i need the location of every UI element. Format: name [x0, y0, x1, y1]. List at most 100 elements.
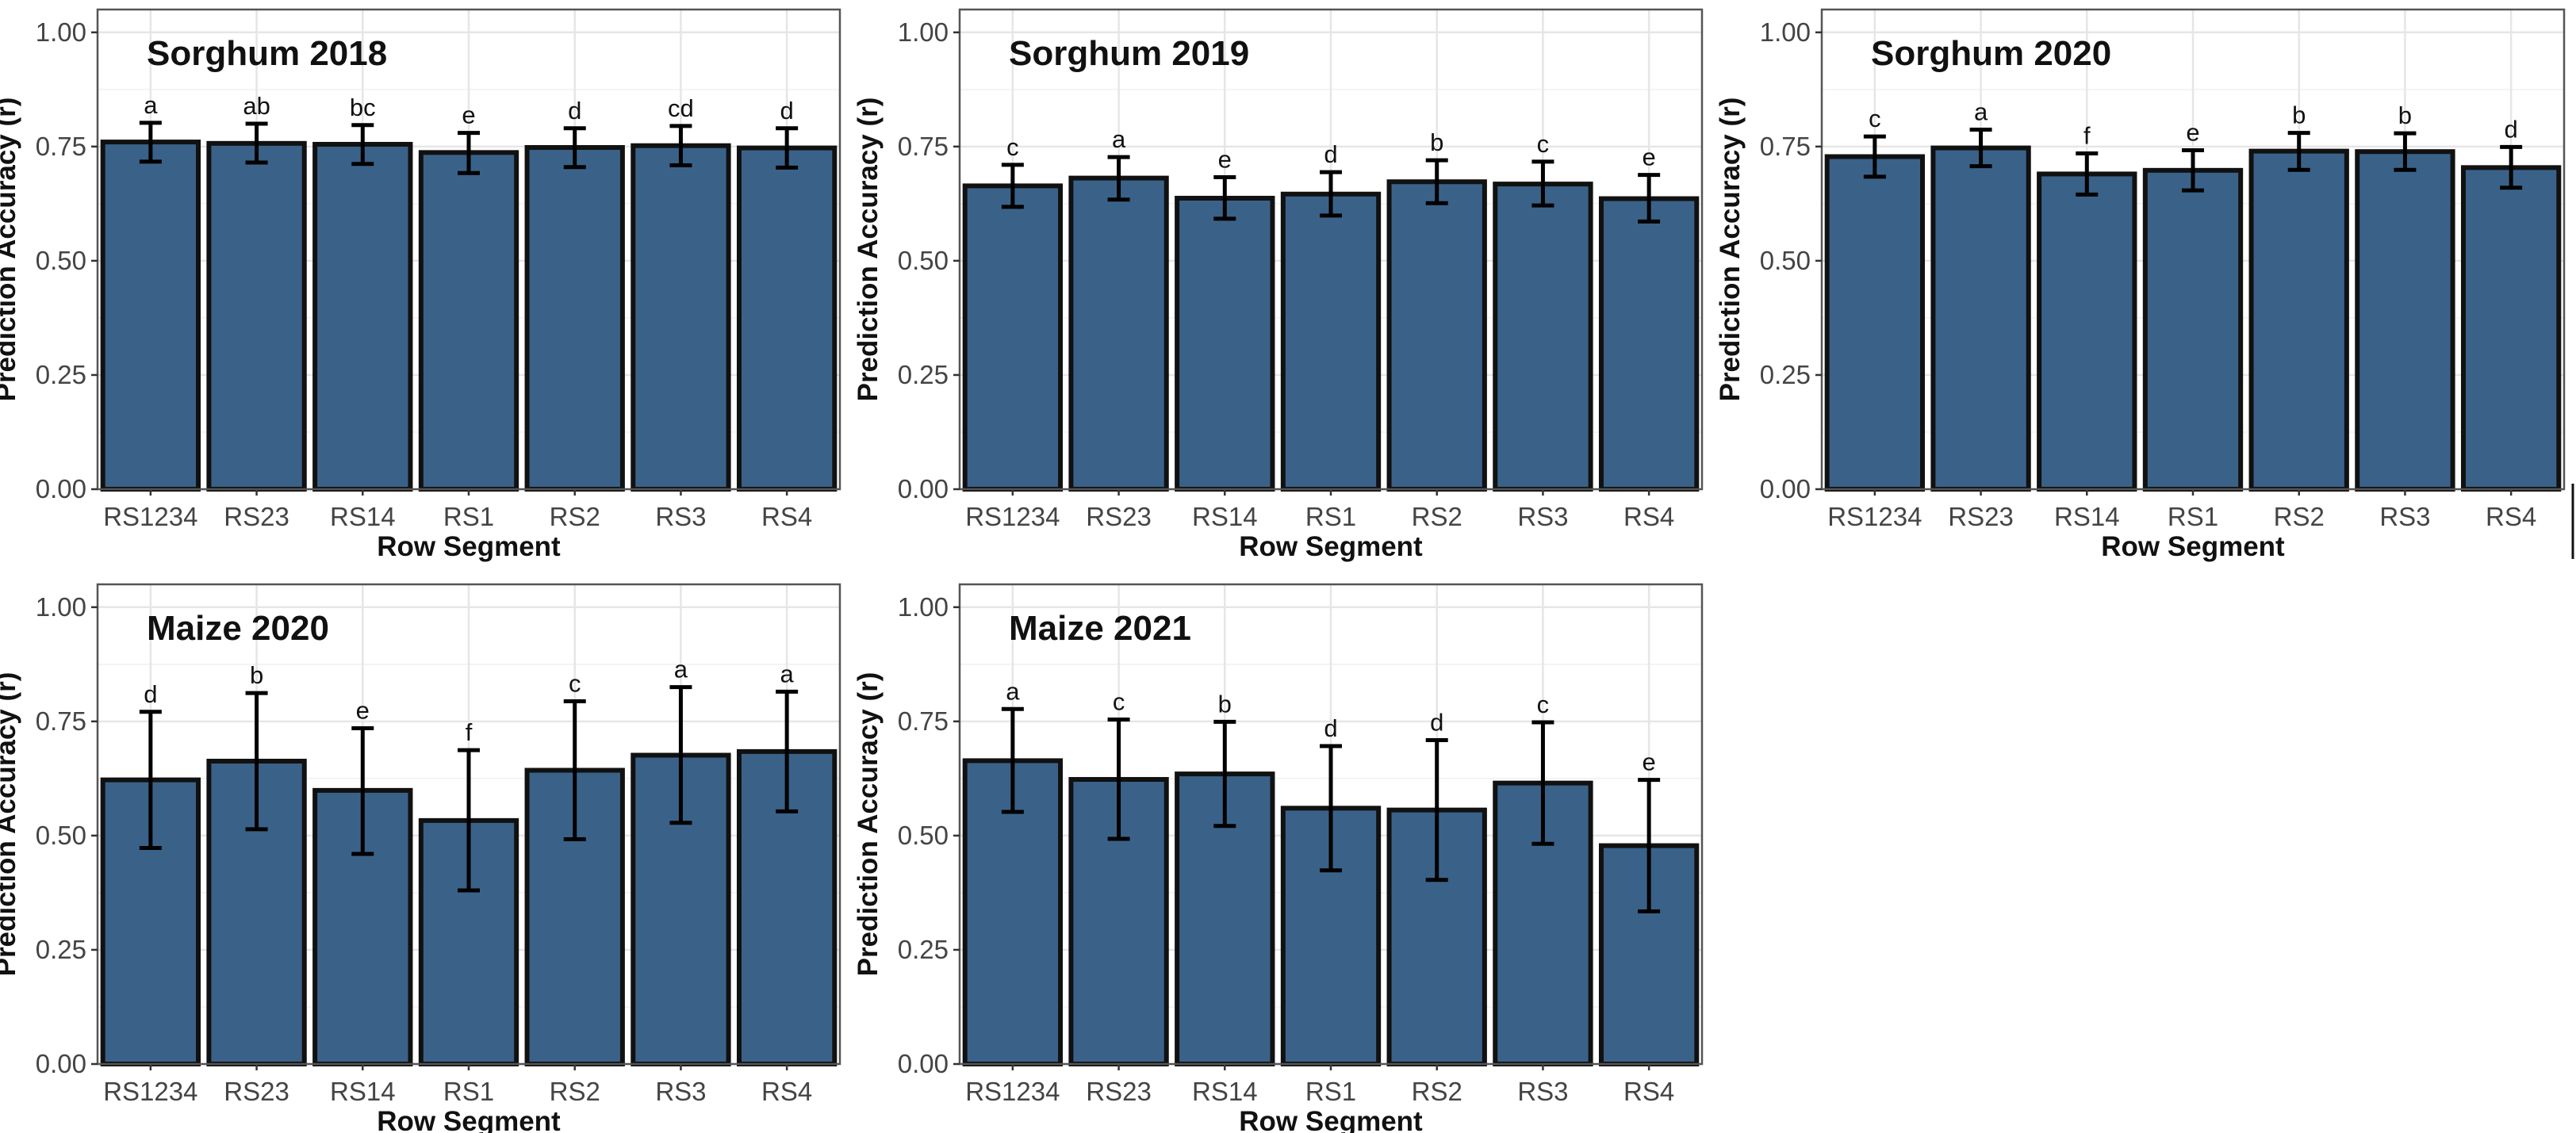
bar-rs4 — [2460, 165, 2562, 492]
x-axis-label: Row Segment — [2101, 531, 2285, 562]
y-tick-label: 0.75 — [36, 706, 86, 736]
x-tick-label: RS2 — [2274, 502, 2325, 531]
bar-rs1 — [1280, 191, 1382, 492]
x-axis-label: Row Segment — [377, 531, 561, 562]
y-tick-label: 0.50 — [36, 246, 86, 275]
x-tick-label: RS1 — [2168, 502, 2218, 531]
y-tick-label: 0.00 — [1760, 474, 1811, 503]
x-tick-label: RS1234 — [965, 1077, 1060, 1106]
y-tick-label: 0.25 — [36, 360, 86, 389]
chart-panel-3: c RS1234 a RS23 f RS14 e RS1 b RS2 b RS3 d RS4 0.00 0.2… — [1715, 8, 2566, 562]
bar-rs23 — [206, 140, 307, 492]
bar-rs14 — [1175, 195, 1275, 492]
significance-label: b — [250, 661, 263, 689]
bar-rs1234 — [1824, 154, 1926, 492]
y-tick-label: 1.00 — [1760, 17, 1811, 47]
significance-label: a — [1974, 98, 1988, 126]
significance-label: e — [1643, 748, 1656, 776]
y-tick-label: 0.00 — [898, 1049, 949, 1078]
x-tick-label: RS23 — [224, 502, 289, 531]
x-tick-label: RS2 — [550, 1077, 600, 1106]
chart-panel-1: a RS1234 ab RS23 bc RS14 e RS1 d RS2 cd RS3 d RS4 0.00… — [0, 8, 841, 562]
y-tick-label: 0.75 — [898, 132, 949, 161]
significance-label: a — [1006, 677, 1020, 705]
error-bar-rs4 — [776, 689, 799, 813]
x-tick-label: RS23 — [1086, 1077, 1152, 1106]
y-tick-label: 0.75 — [898, 706, 949, 736]
error-bar-rs1234 — [139, 121, 162, 164]
x-tick-label: RS1234 — [103, 502, 197, 531]
error-bar-rs14 — [351, 123, 374, 167]
significance-label: c — [1006, 133, 1019, 161]
y-tick-label: 0.50 — [898, 246, 949, 275]
x-tick-label: RS14 — [330, 1077, 396, 1106]
bar-rs2 — [1386, 179, 1487, 492]
bar-rs1 — [418, 150, 519, 492]
x-tick-label: RS1 — [1305, 1077, 1356, 1106]
significance-label: c — [569, 670, 581, 698]
significance-label: e — [356, 697, 370, 725]
x-tick-label: RS14 — [1192, 502, 1258, 531]
significance-label: a — [144, 91, 158, 119]
significance-label: f — [2083, 122, 2091, 150]
error-bar-rs23 — [1107, 155, 1130, 202]
significance-label: cd — [668, 94, 694, 122]
significance-label: b — [2398, 101, 2412, 129]
error-bar-rs1 — [1320, 170, 1342, 218]
x-tick-label: RS3 — [1517, 1077, 1568, 1106]
bar-rs14 — [2037, 171, 2137, 492]
error-bar-rs3 — [1531, 159, 1554, 208]
x-axis-label: Row Segment — [1239, 531, 1423, 562]
chart-title: Maize 2021 — [1009, 609, 1191, 648]
error-bar-rs14 — [2076, 151, 2099, 197]
y-axis-label: Prediction Accuracy (r) — [853, 98, 884, 402]
error-bar-rs14 — [1213, 719, 1236, 829]
y-tick-label: 0.50 — [898, 821, 949, 850]
x-tick-label: RS2 — [1412, 502, 1462, 531]
bar-rs4 — [1598, 196, 1700, 492]
bar-rs23 — [1930, 145, 2031, 492]
significance-label: e — [1218, 145, 1232, 173]
significance-label: b — [1430, 128, 1443, 156]
error-bar-rs4 — [2500, 144, 2523, 190]
error-bar-rs3 — [1531, 720, 1554, 846]
error-bar-rs2 — [1425, 158, 1448, 205]
bar-rs23 — [206, 758, 307, 1066]
error-bar-rs14 — [1213, 174, 1236, 221]
significance-label: a — [1112, 125, 1126, 153]
panel-border — [958, 583, 1704, 1066]
x-tick-label: RS4 — [1623, 502, 1674, 531]
chart-panel-5: a RS1234 c RS23 b RS14 d RS1 d RS2 c RS3 e RS4 0.00 0.2… — [853, 583, 1704, 1133]
y-tick-label: 1.00 — [898, 17, 949, 47]
bar-rs3 — [631, 143, 731, 492]
x-tick-label: RS1234 — [965, 502, 1060, 531]
bar-rs3 — [1493, 182, 1593, 492]
error-bar-rs23 — [1969, 128, 1992, 169]
y-tick-label: 0.00 — [36, 1049, 86, 1078]
panel-border — [96, 583, 841, 1066]
significance-label: e — [2186, 118, 2199, 146]
y-tick-label: 0.25 — [36, 935, 86, 964]
x-tick-label: RS4 — [1623, 1077, 1674, 1106]
y-tick-label: 1.00 — [898, 592, 949, 622]
y-tick-label: 0.75 — [36, 132, 86, 161]
error-bar-rs23 — [1107, 718, 1130, 841]
significance-label: f — [466, 718, 473, 746]
x-tick-label: RS2 — [1412, 1077, 1462, 1106]
bar-rs2 — [524, 145, 625, 492]
error-bar-rs2 — [563, 699, 586, 842]
y-axis-label: Prediction Accuracy (r) — [853, 672, 884, 977]
significance-label: c — [1113, 688, 1125, 716]
x-tick-label: RS14 — [330, 502, 396, 531]
chart-panel-2: c RS1234 a RS23 e RS14 d RS1 b RS2 c RS3 e RS4 0.00 0.2… — [853, 8, 1704, 562]
x-tick-label: RS2 — [550, 502, 600, 531]
error-bar-rs3 — [2394, 131, 2417, 172]
error-bar-rs1234 — [139, 710, 162, 850]
error-bar-rs1 — [2182, 147, 2204, 193]
significance-label: d — [780, 97, 794, 124]
significance-label: e — [1643, 144, 1656, 171]
error-bar-rs23 — [245, 121, 268, 165]
bar-rs23 — [1068, 175, 1169, 492]
error-bar-rs4 — [1638, 778, 1661, 914]
